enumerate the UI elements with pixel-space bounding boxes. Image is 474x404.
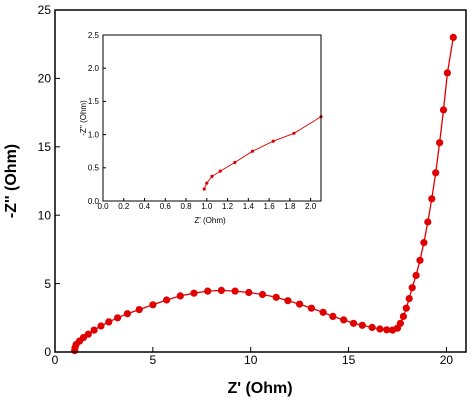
inset-x-tick-label: 2.0 (305, 202, 317, 211)
main-data-point (284, 297, 292, 305)
main-data-point (319, 308, 327, 316)
main-data-point (114, 314, 122, 322)
inset-data-point (205, 181, 209, 185)
inset-y-tick-label: 2.5 (88, 31, 100, 40)
inset-plot-frame (102, 34, 322, 202)
main-data-point (428, 195, 436, 203)
main-y-tick-label: 25 (38, 3, 52, 17)
main-series (71, 33, 457, 355)
main-data-point (439, 106, 448, 114)
main-data-point (383, 326, 391, 334)
main-data-point (329, 312, 337, 320)
main-x-axis-label: Z' (Ohm) (227, 380, 292, 397)
main-data-point (190, 289, 198, 297)
inset-x-tick-label: 0.6 (160, 202, 172, 211)
inset-x-tick-label: 1.2 (222, 202, 234, 211)
main-data-point (405, 295, 413, 303)
main-axis-ticks: 0 5 10 15 20 0 5 10 15 20 25 (38, 3, 454, 367)
main-plot: 0 5 10 15 20 0 5 10 15 20 25 Z' (Ohm) -Z'' (Ohm) (3, 3, 467, 397)
main-data-point (349, 319, 358, 327)
inset-x-tick-label: 1.8 (284, 202, 296, 211)
main-data-point (84, 330, 92, 338)
inset-x-tick-label: 0.2 (118, 202, 130, 211)
main-x-tick-label: 0 (52, 353, 59, 367)
inset-data-point (271, 139, 275, 143)
inset-y-axis-label: -Z'' (Ohm) (79, 100, 88, 136)
inset-plot: 0.0 0.2 0.4 0.6 0.8 1.0 1.2 1.4 1.6 1.8 2.0 0.0 0.5 1… (79, 31, 323, 225)
main-data-point (432, 169, 440, 177)
main-data-point (90, 326, 98, 334)
main-data-point (420, 239, 428, 247)
main-data-point (416, 256, 424, 264)
main-data-point (296, 300, 304, 308)
main-data-point (163, 296, 171, 304)
inset-y-tick-label: 1.0 (88, 130, 100, 139)
main-data-point (149, 301, 157, 309)
main-data-point (123, 310, 131, 318)
inset-x-axis-label: Z' (Ohm) (194, 216, 226, 225)
main-data-point (204, 287, 212, 295)
main-data-point (340, 316, 348, 324)
main-data-point (396, 319, 404, 327)
inset-data-point (250, 149, 255, 153)
main-data-point (443, 69, 451, 77)
main-data-point (272, 293, 280, 301)
main-y-tick-label: 0 (44, 345, 51, 359)
main-data-point (402, 304, 410, 312)
inset-x-tick-label: 1.0 (201, 202, 213, 211)
inset-data-point (218, 169, 222, 173)
inset-x-tick-label: 0.4 (139, 202, 151, 211)
inset-x-tick-label: 0.0 (97, 202, 109, 211)
main-y-tick-label: 10 (38, 208, 52, 222)
inset-x-tick-label: 0.8 (180, 202, 192, 211)
main-y-tick-label: 5 (44, 277, 51, 291)
inset-y-tick-label: 2.0 (88, 64, 100, 73)
inset-background (103, 35, 321, 201)
inset-y-tick-label: 0.0 (88, 197, 100, 206)
main-data-point (245, 288, 253, 297)
main-plot-frame (54, 9, 467, 353)
inset-series (202, 115, 323, 191)
main-data-point (97, 322, 105, 330)
main-data-point (258, 290, 267, 299)
main-data-point (217, 286, 225, 294)
main-data-point (449, 33, 457, 42)
inset-x-tick-label: 1.6 (264, 202, 276, 211)
main-data-point (231, 287, 239, 295)
inset-data-point (210, 174, 214, 178)
inset-data-point (233, 160, 237, 165)
main-data-point (105, 318, 113, 326)
inset-data-point (292, 131, 296, 135)
inset-axis-ticks: 0.0 0.2 0.4 0.6 0.8 1.0 1.2 1.4 1.6 1.8 2.0 0.0 0.5 1… (88, 31, 317, 211)
main-data-point (424, 218, 432, 226)
main-y-tick-label: 15 (38, 140, 52, 154)
main-data-point (307, 304, 315, 312)
main-x-tick-label: 5 (150, 353, 157, 367)
main-data-point (135, 306, 143, 314)
main-data-point (408, 284, 416, 292)
main-data-point (399, 312, 407, 320)
main-data-point (412, 271, 420, 279)
inset-x-tick-label: 1.4 (243, 202, 255, 211)
main-x-tick-label: 15 (342, 353, 356, 367)
main-x-tick-label: 20 (440, 353, 454, 367)
main-data-point (358, 321, 366, 329)
main-x-tick-label: 10 (244, 353, 258, 367)
inset-y-tick-label: 1.5 (88, 97, 100, 106)
main-y-axis-label: -Z'' (Ohm) (3, 144, 20, 218)
inset-y-tick-label: 0.5 (88, 164, 100, 173)
main-data-point (176, 292, 184, 300)
main-data-point (376, 325, 384, 333)
main-data-point (436, 139, 444, 147)
main-data-point (368, 323, 376, 331)
main-y-tick-label: 20 (38, 72, 52, 86)
inset-data-point (202, 187, 206, 191)
